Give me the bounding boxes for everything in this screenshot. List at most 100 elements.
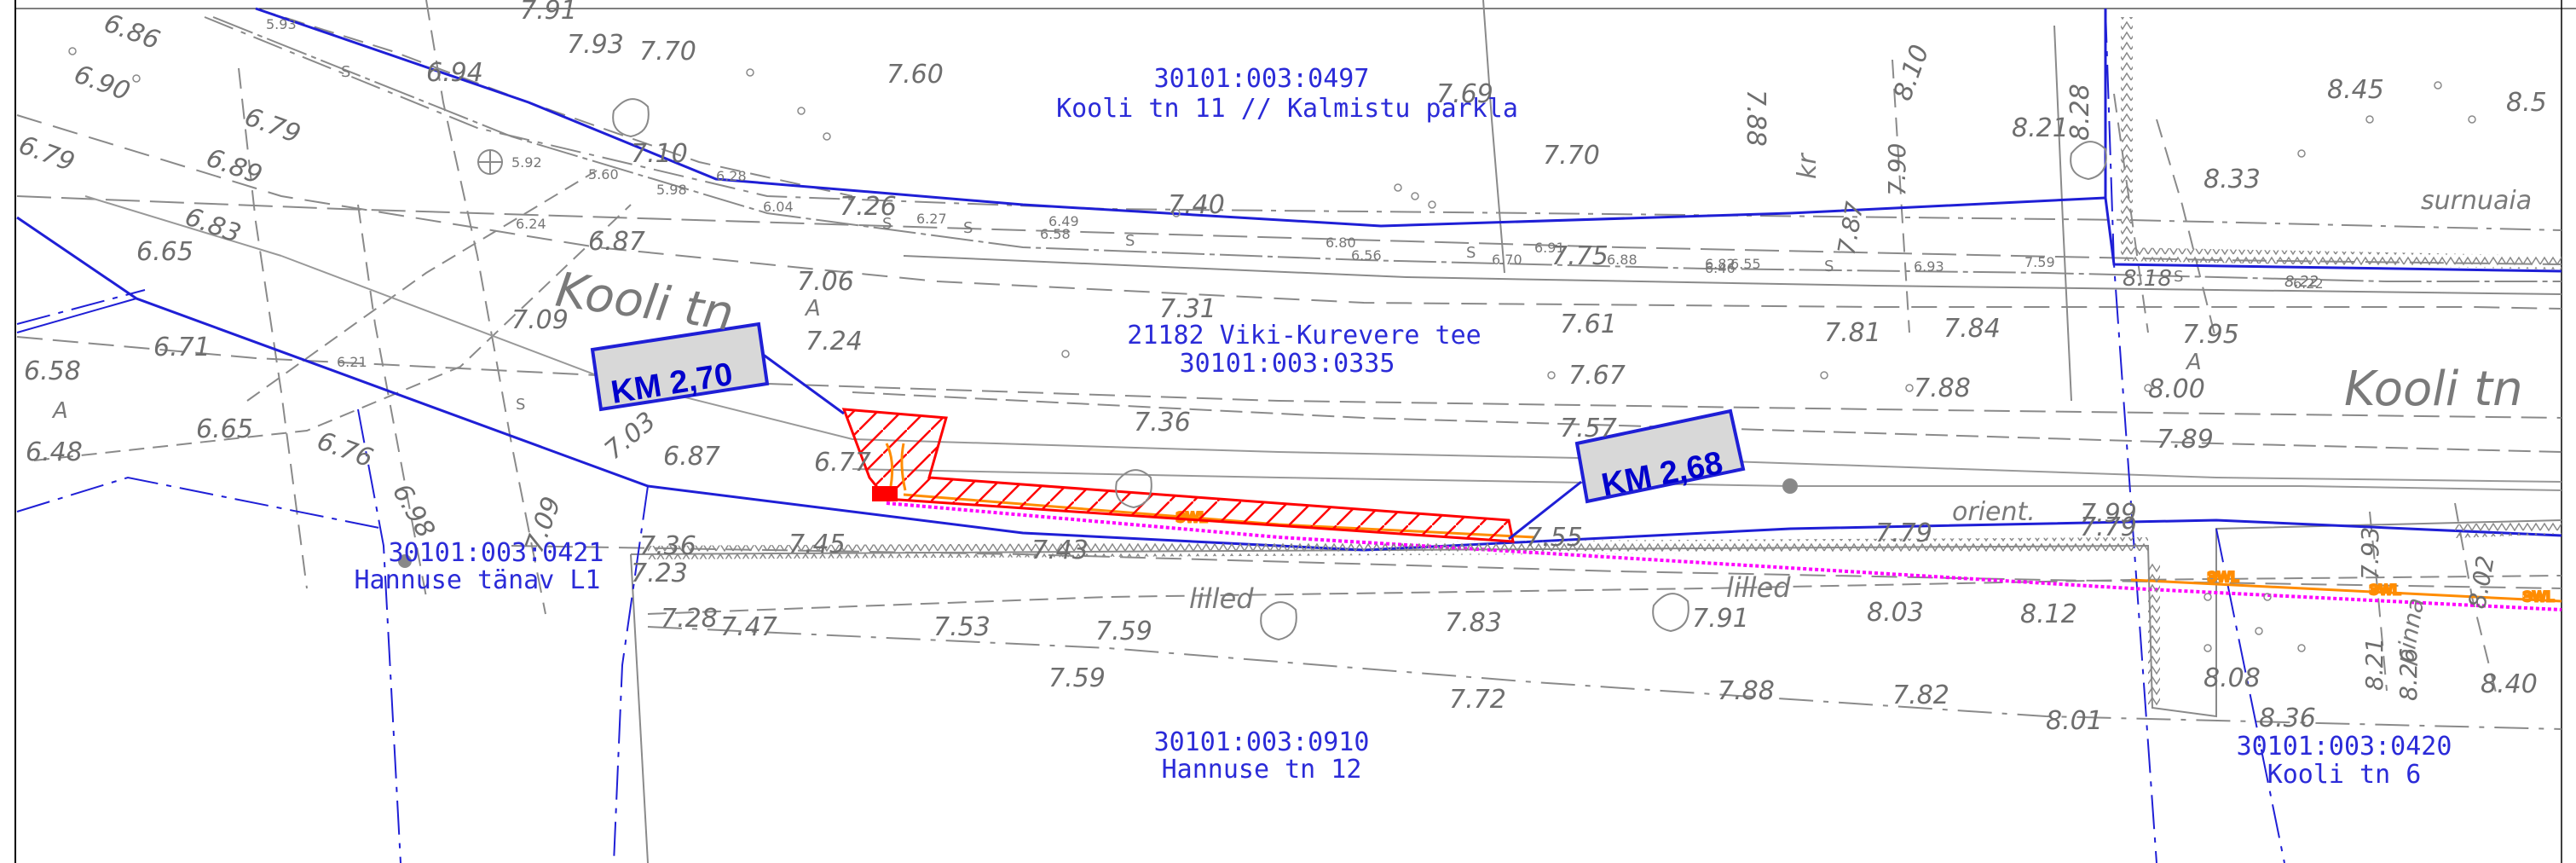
elevation-label: 7.59 xyxy=(1048,663,1106,693)
tree-symbols xyxy=(398,98,2107,641)
elevation-label: 6.76 xyxy=(313,426,377,474)
feature-label: surnuaia xyxy=(2421,186,2532,216)
elevation-label: 6.71 xyxy=(153,333,211,362)
elevation-label: 6.86 xyxy=(100,9,164,56)
sewer-marker: S xyxy=(341,63,350,81)
sewer-marker: S xyxy=(963,219,973,237)
parcel-id: 30101:003:0497 xyxy=(1154,64,1370,94)
elevation-label: 6.87 xyxy=(588,227,645,257)
elevation-label: 8.5 xyxy=(2506,88,2547,118)
elevation-label: 7.79 xyxy=(1875,518,1932,548)
micro-elevation-label: 6.55 xyxy=(1730,256,1761,272)
micro-elevation-label: 6.04 xyxy=(763,199,794,215)
elevation-label: 7.45 xyxy=(788,530,846,559)
elevation-label: 7.91 xyxy=(520,0,577,26)
elevation-label: 8.26 xyxy=(2394,648,2423,701)
elevation-label: 7.09 xyxy=(511,305,569,335)
sewer-marker: S xyxy=(882,215,892,233)
micro-elevation-label: 5.92 xyxy=(511,154,542,171)
elevation-label: 8.12 xyxy=(2020,599,2077,629)
elevation-label: 7.31 xyxy=(1159,294,1216,324)
elevation-label: 7.70 xyxy=(1543,141,1600,171)
parcel-id: 30101:003:0335 xyxy=(1180,349,1395,379)
elevation-label: 7.47 xyxy=(720,612,777,642)
elevation-label: 7.70 xyxy=(639,37,696,67)
sewer-marker: S xyxy=(516,396,525,414)
cable-marker: ЭWL xyxy=(2370,582,2400,598)
elevation-label: 7.72 xyxy=(1449,685,1506,715)
elevation-label: 7.88 xyxy=(1741,90,1770,147)
sewer-line: S S S S S S S S xyxy=(212,16,2562,414)
micro-elevation-label: 6.70 xyxy=(1492,252,1522,268)
micro-elevation-label: 6.49 xyxy=(1048,213,1079,229)
elevation-label: 8.08 xyxy=(2203,663,2261,693)
sewer-marker: S xyxy=(1824,258,1834,275)
micro-elevation-label: 6.58 xyxy=(1040,226,1071,242)
elevation-label: 8.28 xyxy=(2065,84,2095,141)
elevation-label: 6.87 xyxy=(663,442,720,472)
elevation-label: 7.53 xyxy=(933,612,991,642)
elevation-label: 7.57 xyxy=(1560,414,1617,443)
micro-elevation-label: 7.59 xyxy=(2024,254,2055,270)
elevation-label: 7.36 xyxy=(1134,408,1191,437)
elevation-label: 8.02 xyxy=(2463,553,2499,611)
elevation-label: 7.24 xyxy=(806,327,863,356)
elevation-label: 6.89 xyxy=(202,143,266,191)
feature-label: A xyxy=(804,296,821,321)
elevation-label: 7.89 xyxy=(2157,425,2214,455)
elevation-label: 7.06 xyxy=(797,267,854,297)
elevation-label: 7.26 xyxy=(840,192,897,222)
sewer-marker: S xyxy=(1466,244,1476,262)
elevation-label: 8.45 xyxy=(2327,75,2384,105)
elevation-label: 7.43 xyxy=(1031,536,1089,565)
elevation-label: 6.77 xyxy=(814,448,871,478)
map-frame xyxy=(14,0,2576,863)
micro-elevation-label: 6.91 xyxy=(1534,240,1565,256)
elevation-label: 8.03 xyxy=(1867,598,1924,628)
parcel-boundaries-dashed xyxy=(16,8,2285,863)
micro-elevation-label: 6.80 xyxy=(1326,235,1356,251)
parcel-id: 30101:003:0420 xyxy=(2237,732,2452,762)
elevation-label: 7.10 xyxy=(631,139,688,169)
elevation-label: 7.91 xyxy=(1692,604,1749,634)
micro-elevation-label: 6.27 xyxy=(916,211,947,227)
elevation-label: 6.98 xyxy=(386,479,441,543)
micro-elevation-label: 6.21 xyxy=(337,354,367,370)
sewer-marker: S xyxy=(1125,232,1135,250)
elevation-label: 6.65 xyxy=(196,414,253,444)
elevation-label: 7.23 xyxy=(631,559,688,588)
elevation-label: 6.48 xyxy=(26,437,83,467)
elevation-label: 6.58 xyxy=(24,356,81,386)
micro-elevation-label: 6.93 xyxy=(1914,258,1944,275)
work-area-hatch xyxy=(841,408,1515,543)
elevation-label: 7.75 xyxy=(1551,241,1609,271)
elevation-label: 7.93 xyxy=(567,30,624,60)
elevation-label: 7.81 xyxy=(1824,318,1881,348)
micro-elevation-label: 6.46 xyxy=(1705,260,1736,276)
elevation-label: 7.28 xyxy=(661,604,718,634)
elevation-label: 7.59 xyxy=(1095,617,1152,646)
micro-elevation-label: 5.60 xyxy=(588,166,619,182)
micro-elevation-label: 5.93 xyxy=(266,16,297,32)
feature-label: lilled xyxy=(1189,582,1254,615)
elevation-label: 8.10 xyxy=(1888,41,1936,105)
micro-elevation-label: 6.22 xyxy=(2293,275,2324,292)
elevation-label: 6.65 xyxy=(136,237,193,267)
elevation-label: 7.90 xyxy=(1883,143,1911,196)
parcel-labels: 30101:003:0497 Kooli tn 11 // Kalmistu p… xyxy=(355,64,2452,790)
elevation-label: 8.01 xyxy=(2046,706,2103,736)
feature-label: orient. xyxy=(1952,497,2036,527)
parcel-name: Kooli tn 11 // Kalmistu parkla xyxy=(1056,94,1518,124)
elevation-label: 7.87 xyxy=(1832,200,1868,257)
utility-line xyxy=(886,501,2562,611)
elevation-label: 7.55 xyxy=(1526,523,1583,553)
elevation-label: 7.83 xyxy=(1445,608,1502,638)
work-marker-block xyxy=(872,486,898,501)
elevation-label: 8.40 xyxy=(2481,669,2538,699)
micro-elevation-label: 6.82 xyxy=(1705,256,1736,272)
elevation-label: 6.94 xyxy=(426,58,483,88)
elevation-label: 8.33 xyxy=(2203,165,2261,194)
elevation-label: 7.95 xyxy=(2182,320,2239,350)
elevation-label: 7.69 xyxy=(1436,79,1493,109)
